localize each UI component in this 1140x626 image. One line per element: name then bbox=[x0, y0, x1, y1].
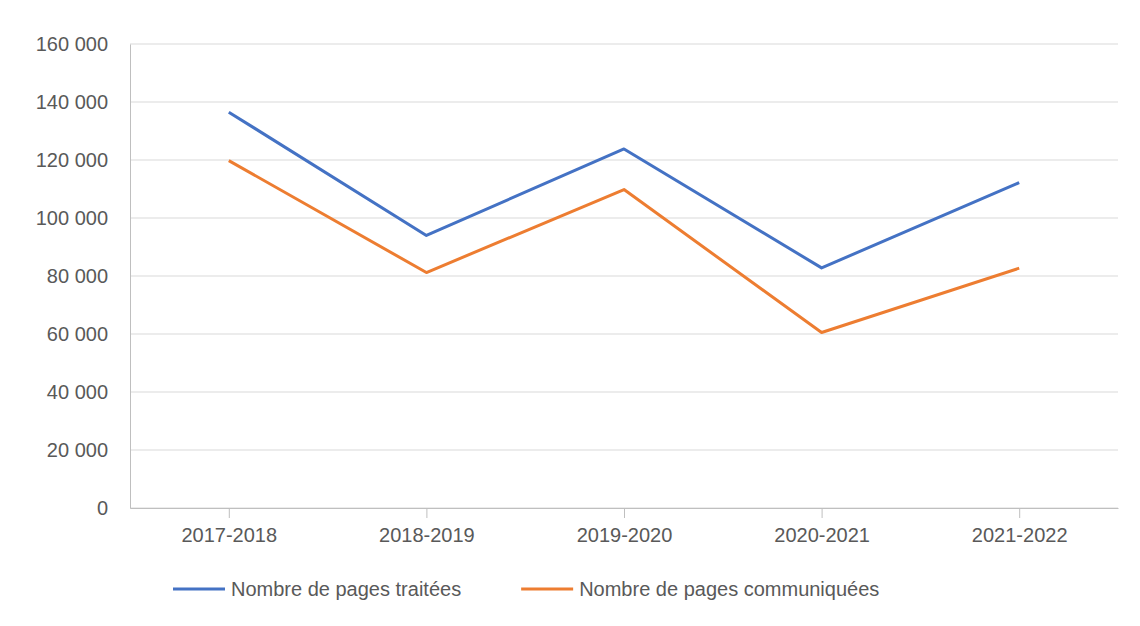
y-tick-label: 20 000 bbox=[47, 439, 108, 461]
x-tick-label: 2021-2022 bbox=[972, 524, 1068, 546]
grid-line bbox=[130, 276, 1118, 277]
legend-swatch bbox=[521, 588, 573, 591]
legend-label: Nombre de pages communiquées bbox=[579, 578, 879, 600]
grid-line bbox=[130, 160, 1118, 161]
legend-swatch bbox=[173, 588, 225, 591]
y-tick: 80 000 bbox=[47, 265, 130, 287]
y-tick: 40 000 bbox=[47, 381, 130, 403]
y-tick-label: 120 000 bbox=[36, 149, 108, 171]
grid-line bbox=[130, 102, 1118, 103]
x-tick-label: 2018-2019 bbox=[379, 524, 475, 546]
legend-item: Nombre de pages communiquées bbox=[521, 578, 879, 600]
x-tick: 2021-2022 bbox=[972, 508, 1068, 546]
grid-line bbox=[130, 44, 1118, 45]
chart: 0 20 000 40 000 60 000 80 000 100 000 120 000 1… bbox=[0, 0, 1140, 626]
grid-line bbox=[130, 392, 1118, 393]
y-tick-label: 160 000 bbox=[36, 33, 108, 55]
x-tick-mark bbox=[822, 508, 823, 518]
legend: Nombre de pages traitées Nombre de pages … bbox=[173, 578, 879, 600]
grid-line bbox=[130, 334, 1118, 335]
lines bbox=[229, 112, 1019, 332]
grid-line bbox=[130, 450, 1118, 451]
x-axis: 2017-2018 2018-2019 2019-2020 2020-2021 2021… bbox=[131, 508, 1119, 546]
y-tick-label: 40 000 bbox=[47, 381, 108, 403]
y-tick: 20 000 bbox=[47, 439, 130, 461]
y-tick: 100 000 bbox=[36, 207, 130, 229]
x-tick-label: 2017-2018 bbox=[181, 524, 277, 546]
y-tick: 140 000 bbox=[36, 91, 130, 113]
x-tick-mark bbox=[229, 508, 230, 518]
x-tick: 2017-2018 bbox=[181, 508, 277, 546]
x-tick-mark bbox=[426, 508, 427, 518]
x-tick-label: 2019-2020 bbox=[577, 524, 673, 546]
y-tick-label: 140 000 bbox=[36, 91, 108, 113]
legend-item: Nombre de pages traitées bbox=[173, 578, 461, 600]
y-tick-label: 60 000 bbox=[47, 323, 108, 345]
x-tick: 2019-2020 bbox=[577, 508, 673, 546]
x-tick: 2020-2021 bbox=[774, 508, 870, 546]
y-tick-label: 80 000 bbox=[47, 265, 108, 287]
y-tick: 160 000 bbox=[36, 33, 130, 55]
y-axis: 0 20 000 40 000 60 000 80 000 100 000 120 000 1… bbox=[36, 33, 131, 519]
y-tick-label: 0 bbox=[97, 497, 108, 519]
x-tick-label: 2020-2021 bbox=[774, 524, 870, 546]
y-tick: 120 000 bbox=[36, 149, 130, 171]
x-tick: 2018-2019 bbox=[379, 508, 475, 546]
y-tick: 0 bbox=[97, 497, 130, 519]
y-tick-label: 100 000 bbox=[36, 207, 108, 229]
x-tick-mark bbox=[624, 508, 625, 518]
x-tick-mark bbox=[1019, 508, 1020, 518]
y-axis-line bbox=[130, 45, 131, 509]
series-line bbox=[229, 161, 1019, 333]
legend-label: Nombre de pages traitées bbox=[231, 578, 461, 600]
grid bbox=[130, 44, 1118, 508]
y-tick: 60 000 bbox=[47, 323, 130, 345]
grid-line bbox=[130, 218, 1118, 219]
